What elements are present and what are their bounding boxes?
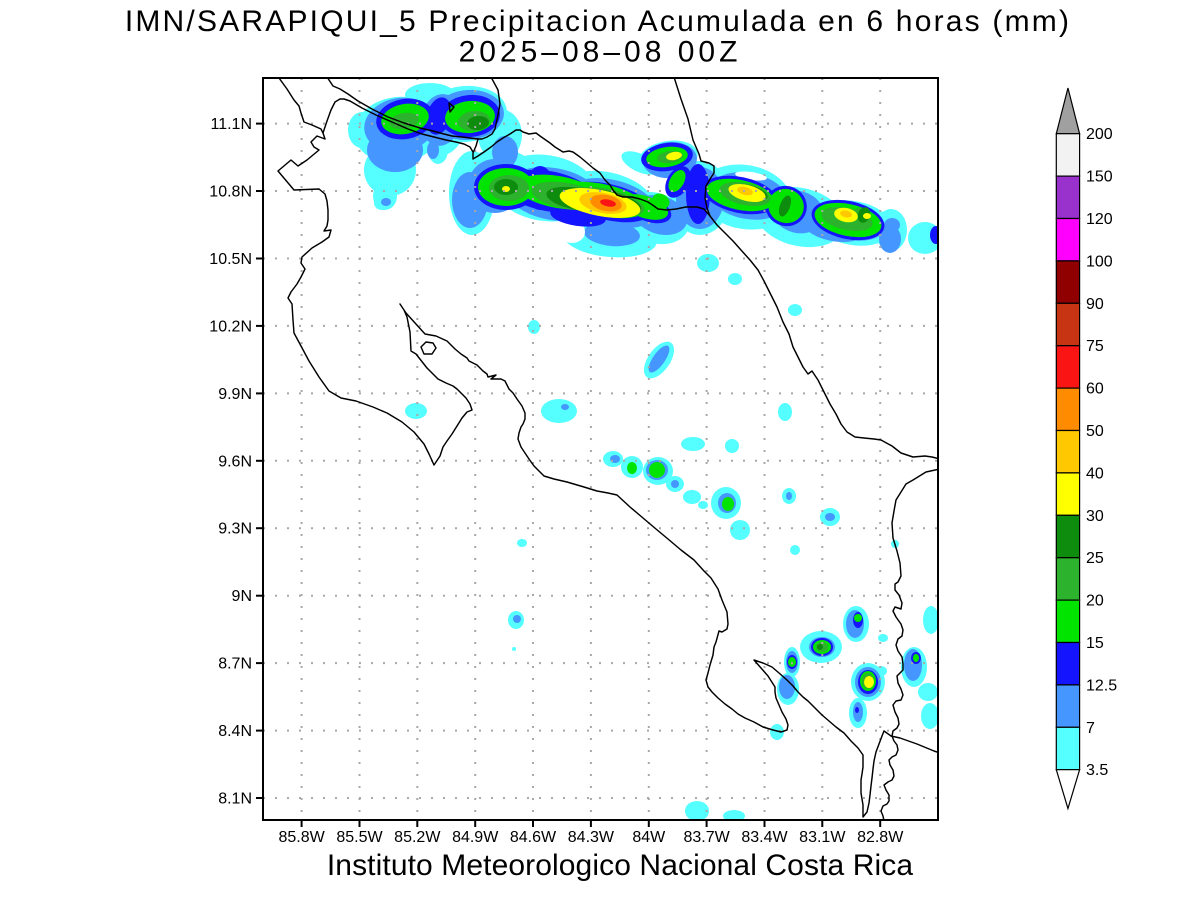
svg-text:85.2W: 85.2W [394, 829, 441, 846]
svg-text:83.1W: 83.1W [799, 829, 846, 846]
svg-text:8.4N: 8.4N [218, 723, 252, 740]
svg-text:9.3N: 9.3N [218, 521, 252, 538]
svg-text:25: 25 [1086, 550, 1104, 567]
svg-text:90: 90 [1086, 296, 1104, 313]
svg-text:84.6W: 84.6W [510, 829, 557, 846]
svg-text:120: 120 [1086, 211, 1113, 228]
svg-text:85.8W: 85.8W [278, 829, 325, 846]
svg-text:9.9N: 9.9N [218, 386, 252, 403]
svg-text:9.6N: 9.6N [218, 453, 252, 470]
svg-text:9N: 9N [232, 588, 252, 605]
svg-text:8.7N: 8.7N [218, 656, 252, 673]
svg-text:2025–08–08 00Z: 2025–08–08 00Z [459, 36, 742, 69]
svg-text:84.3W: 84.3W [568, 829, 615, 846]
svg-text:IMN/SARAPIQUI_5 Precipitacion: IMN/SARAPIQUI_5 Precipitacion Acumulada … [125, 5, 1071, 38]
svg-text:7: 7 [1086, 720, 1095, 737]
svg-text:3.5: 3.5 [1086, 762, 1108, 779]
svg-text:20: 20 [1086, 593, 1104, 610]
svg-text:82.8W: 82.8W [857, 829, 904, 846]
svg-text:50: 50 [1086, 423, 1104, 440]
svg-text:10.5N: 10.5N [209, 251, 252, 268]
svg-text:200: 200 [1086, 126, 1113, 143]
svg-text:60: 60 [1086, 381, 1104, 398]
svg-text:11.1N: 11.1N [210, 116, 252, 133]
svg-text:100: 100 [1086, 253, 1113, 270]
svg-text:85.5W: 85.5W [336, 829, 383, 846]
svg-text:83.4W: 83.4W [741, 829, 788, 846]
svg-text:30: 30 [1086, 508, 1104, 525]
svg-text:10.8N: 10.8N [209, 184, 252, 201]
svg-text:84.9W: 84.9W [452, 829, 499, 846]
svg-text:83.7W: 83.7W [683, 829, 730, 846]
svg-text:Instituto Meteorologico Nacion: Instituto Meteorologico Nacional Costa R… [327, 849, 913, 882]
svg-text:84W: 84W [632, 829, 666, 846]
svg-text:12.5: 12.5 [1086, 677, 1117, 694]
svg-text:15: 15 [1086, 635, 1104, 652]
svg-text:75: 75 [1086, 338, 1104, 355]
svg-text:150: 150 [1086, 169, 1113, 186]
svg-text:8.1N: 8.1N [218, 791, 252, 808]
svg-text:40: 40 [1086, 465, 1104, 482]
svg-text:10.2N: 10.2N [209, 318, 252, 335]
